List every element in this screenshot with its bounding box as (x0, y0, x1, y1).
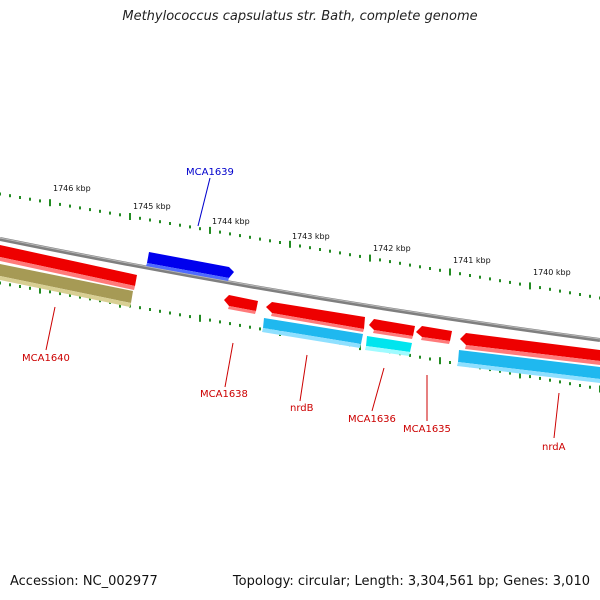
tick-label-1743: 1743 kbp (292, 232, 330, 241)
feature-mca1640-cds[interactable] (0, 245, 137, 290)
genome-backbone (0, 237, 600, 342)
label-leaders (45, 177, 560, 439)
accession-text: Accession: NC_002977 (10, 574, 158, 589)
feature-nrdb-cds[interactable] (266, 302, 365, 332)
feature-nrda-gene[interactable] (457, 350, 600, 383)
feature-nrdb-gene[interactable] (262, 318, 363, 348)
feature-label-mca1638[interactable]: MCA1638 (200, 389, 248, 400)
tick-label-1746: 1746 kbp (53, 184, 91, 193)
tick-label-1740: 1740 kbp (533, 268, 571, 277)
tick-label-1745: 1745 kbp (133, 202, 171, 211)
feature-mca1636-other[interactable] (365, 336, 412, 356)
feature-mca1636-cds[interactable] (369, 319, 415, 339)
feature-label-mca1640[interactable]: MCA1640 (22, 353, 70, 364)
ruler-upper (0, 192, 600, 300)
feature-nrda-cds[interactable] (460, 333, 600, 365)
tick-label-1742: 1742 kbp (373, 244, 411, 253)
tick-label-1744: 1744 kbp (212, 217, 250, 226)
tick-label-1741: 1741 kbp (453, 256, 491, 265)
genome-backbone-highlight (0, 237, 600, 340)
topology-text: Topology: circular; Length: 3,304,561 bp… (232, 574, 590, 589)
feature-label-nrda[interactable]: nrdA (542, 442, 566, 453)
feature-label-mca1639[interactable]: MCA1639 (186, 167, 234, 178)
feature-labels: MCA1639 MCA1640 MCA1638 nrdB MCA1636 MCA… (22, 167, 566, 453)
feature-mca1638-cds[interactable] (224, 295, 258, 314)
feature-label-nrdb[interactable]: nrdB (290, 403, 314, 414)
map-title: Methylococcus capsulatus str. Bath, comp… (122, 9, 478, 24)
feature-label-mca1635[interactable]: MCA1635 (403, 424, 451, 435)
feature-label-mca1636[interactable]: MCA1636 (348, 414, 396, 425)
feature-mca1639[interactable] (146, 252, 234, 281)
ruler-labels: 1746 kbp 1745 kbp 1744 kbp 1743 kbp 1742… (53, 184, 571, 277)
feature-mca1635-cds[interactable] (416, 326, 452, 344)
feature-mca1640-pseudo[interactable] (0, 264, 133, 307)
